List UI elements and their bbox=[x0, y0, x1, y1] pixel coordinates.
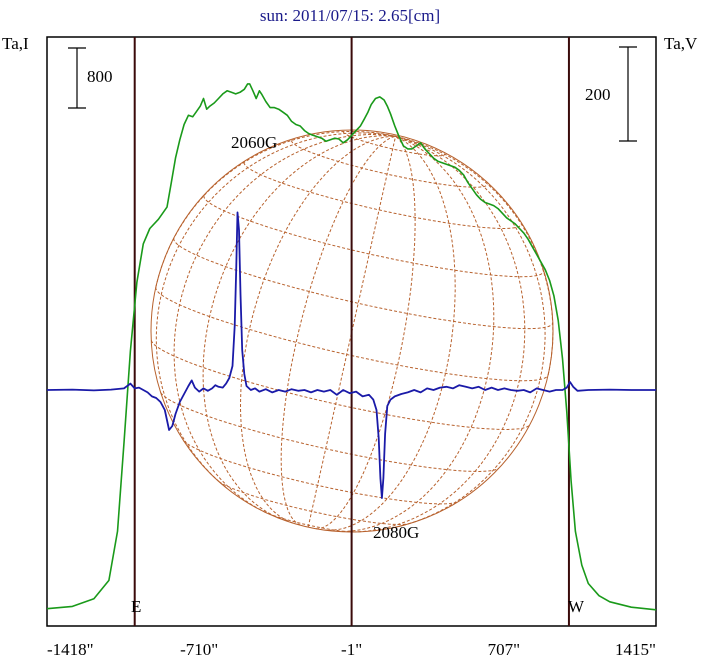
longitude-line bbox=[395, 135, 546, 527]
longitude-line bbox=[307, 136, 396, 528]
x-tick-label: 1415" bbox=[615, 640, 656, 659]
left-axis-label: Ta,I bbox=[2, 34, 29, 53]
x-tick-label: -710" bbox=[180, 640, 218, 659]
x-tick-label: 707" bbox=[488, 640, 520, 659]
longitude-line bbox=[155, 130, 396, 288]
latitude-line bbox=[173, 238, 554, 330]
scale-bar-right bbox=[619, 46, 637, 142]
longitude-line bbox=[353, 135, 526, 533]
longitude-line bbox=[202, 135, 396, 519]
longitude-line bbox=[323, 135, 456, 531]
limb-label-east: E bbox=[131, 597, 141, 616]
longitude-line bbox=[155, 132, 396, 489]
scale-bar-left bbox=[68, 47, 86, 109]
longitude-line bbox=[337, 135, 495, 532]
longitude-line bbox=[280, 135, 396, 526]
solar-disk-grid bbox=[150, 129, 554, 533]
latitude-line bbox=[150, 340, 531, 431]
longitude-line bbox=[239, 135, 396, 524]
longitude-line bbox=[395, 135, 554, 375]
chart-title: sun: 2011/07/15: 2.65[cm] bbox=[260, 6, 440, 25]
annotation-2080g: 2080G bbox=[373, 523, 419, 542]
scale-bar-right-label: 200 bbox=[585, 85, 611, 104]
x-tick-label: -1418" bbox=[47, 640, 94, 659]
latitude-line bbox=[243, 162, 522, 229]
longitude-line bbox=[173, 133, 396, 513]
limb-lines bbox=[133, 37, 570, 626]
polarization-line bbox=[46, 211, 656, 499]
annotation-2060g: 2060G bbox=[231, 133, 277, 152]
scale-bar-left-label: 800 bbox=[87, 67, 113, 86]
x-tick-labels: -1418" -710" -1" 707" 1415" bbox=[47, 640, 656, 659]
right-axis-label: Ta,V bbox=[664, 34, 698, 53]
latitude-line bbox=[203, 195, 545, 278]
series-layer bbox=[46, 83, 657, 611]
limb-label-west: W bbox=[568, 597, 585, 616]
intensity-line bbox=[46, 83, 657, 611]
x-tick-label: -1" bbox=[341, 640, 362, 659]
longitude-line bbox=[316, 135, 416, 530]
